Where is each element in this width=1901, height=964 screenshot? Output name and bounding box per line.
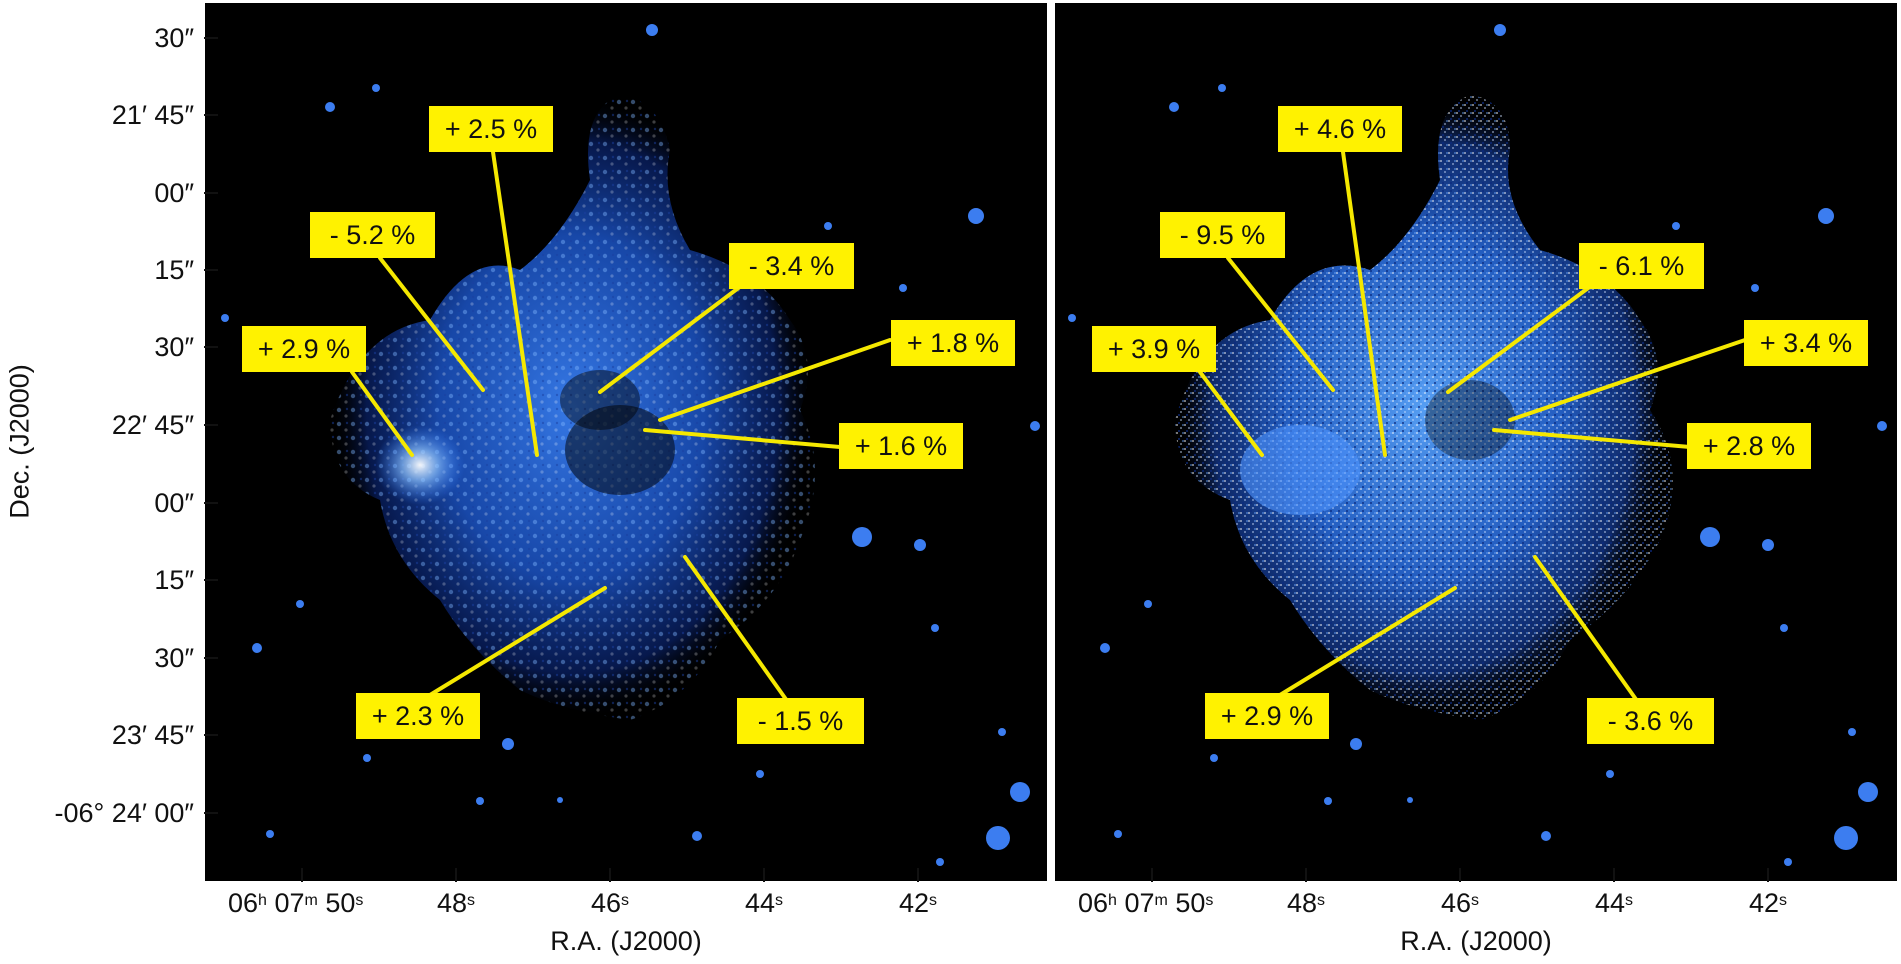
- ra-unit: s: [929, 892, 938, 909]
- ra-tick-marks: [301, 868, 1769, 882]
- pointer-line: [1341, 150, 1387, 457]
- label-left-5: + 1.8 %: [891, 320, 1015, 366]
- pointer-line: [1492, 428, 1692, 449]
- x-axis-label-right: R.A. (J2000): [1400, 926, 1552, 956]
- y-axis-label: Dec. (J2000): [4, 364, 35, 519]
- ra-unit: s: [1779, 892, 1788, 909]
- label-right-7: + 2.9 %: [1205, 693, 1329, 739]
- ra-unit: m: [1154, 892, 1168, 909]
- x-axis-label-left: R.A. (J2000): [550, 926, 702, 956]
- ra-unit: s: [1317, 892, 1326, 909]
- ra-unit: s: [1471, 892, 1480, 909]
- label-right-6: + 2.8 %: [1687, 423, 1811, 469]
- dec-tick-label: 30″: [154, 643, 194, 673]
- pointer-line: [491, 150, 539, 457]
- ra-base: 06: [1078, 888, 1109, 918]
- dec-tick-label: -06° 24′ 00″: [54, 798, 194, 828]
- ra-base: 44: [1595, 888, 1626, 918]
- ra-tick-label-left-0: 06h 07m 50s: [228, 888, 363, 918]
- dec-tick-label: 00″: [154, 488, 194, 518]
- left-nebula: [330, 95, 815, 720]
- ra-base: 46: [1441, 888, 1472, 918]
- ra-base: 48: [437, 888, 468, 918]
- ra-tick-label-right-2: 46s: [1441, 888, 1479, 918]
- ra-unit: s: [1625, 892, 1634, 909]
- ra-unit: s: [1205, 892, 1214, 909]
- ra-base: 46: [591, 888, 622, 918]
- ra-unit: m: [304, 892, 318, 909]
- pointer-line: [1226, 256, 1335, 392]
- pointer-line: [428, 586, 607, 697]
- right-field-stars: [1068, 24, 1887, 866]
- ra-base: 50: [317, 888, 356, 918]
- right-nebula: [1175, 95, 1673, 720]
- pointer-line: [1533, 555, 1642, 707]
- pointer-line: [1508, 338, 1747, 422]
- label-right-1: + 4.6 %: [1278, 106, 1402, 152]
- ra-base: 50: [1167, 888, 1206, 918]
- ra-unit: s: [355, 892, 364, 909]
- label-left-1: + 2.5 %: [429, 106, 553, 152]
- label-left-4: + 2.9 %: [242, 326, 366, 372]
- right-pointer-lines: [1198, 150, 1747, 707]
- pointer-line: [1198, 370, 1264, 457]
- pointer-line: [1278, 586, 1457, 697]
- ra-tick-label-left-4: 42s: [899, 888, 937, 918]
- ra-tick-label-right-0: 06h 07m 50s: [1078, 888, 1213, 918]
- dec-tick-label: 15″: [154, 255, 194, 285]
- ra-unit: h: [1108, 892, 1117, 909]
- ra-tick-label-left-1: 48s: [437, 888, 475, 918]
- label-right-3: - 6.1 %: [1579, 243, 1704, 289]
- ra-unit: h: [258, 892, 267, 909]
- dec-tick-label: 21′ 45″: [111, 100, 194, 130]
- ra-base: 44: [745, 888, 776, 918]
- pointer-line: [683, 555, 792, 707]
- left-field-stars: [221, 24, 1040, 866]
- dec-tick-label: 00″: [154, 178, 194, 208]
- ra-unit: s: [467, 892, 476, 909]
- ra-base: 06: [228, 888, 259, 918]
- label-right-8: - 3.6 %: [1587, 698, 1714, 744]
- label-left-7: + 2.3 %: [356, 693, 480, 739]
- ra-base: 48: [1287, 888, 1318, 918]
- ra-tick-label-left-2: 46s: [591, 888, 629, 918]
- ra-unit: s: [775, 892, 784, 909]
- label-left-8: - 1.5 %: [737, 698, 864, 744]
- ra-tick-label-right-1: 48s: [1287, 888, 1325, 918]
- dec-tick-marks: [204, 37, 218, 814]
- right-panel-frame: [1053, 1, 1899, 883]
- ra-base: 42: [1749, 888, 1780, 918]
- label-right-2: - 9.5 %: [1160, 212, 1285, 258]
- ra-base: 42: [899, 888, 930, 918]
- dec-tick-label: 30″: [154, 332, 194, 362]
- pointer-line: [1446, 281, 1597, 394]
- ra-tick-label-left-3: 44s: [745, 888, 783, 918]
- pointer-line: [378, 256, 485, 392]
- pointer-line: [643, 428, 842, 449]
- ra-base: 07: [1116, 888, 1155, 918]
- label-left-6: + 1.6 %: [839, 423, 963, 469]
- pointer-line: [598, 281, 747, 394]
- ra-unit: s: [621, 892, 630, 909]
- label-right-5: + 3.4 %: [1744, 320, 1868, 366]
- dec-tick-label: 22′ 45″: [111, 410, 194, 440]
- ra-tick-label-right-3: 44s: [1595, 888, 1633, 918]
- label-left-3: - 3.4 %: [729, 243, 854, 289]
- dec-tick-label: 15″: [154, 565, 194, 595]
- left-panel-frame: [203, 1, 1049, 883]
- pointer-line: [658, 338, 892, 422]
- dec-tick-label: 23′ 45″: [111, 720, 194, 750]
- dec-tick-label: 30″: [154, 23, 194, 53]
- ra-base: 07: [266, 888, 305, 918]
- pointer-line: [350, 370, 414, 457]
- ra-tick-label-right-4: 42s: [1749, 888, 1787, 918]
- label-right-4: + 3.9 %: [1092, 326, 1216, 372]
- label-left-2: - 5.2 %: [310, 212, 435, 258]
- left-pointer-lines: [350, 150, 892, 707]
